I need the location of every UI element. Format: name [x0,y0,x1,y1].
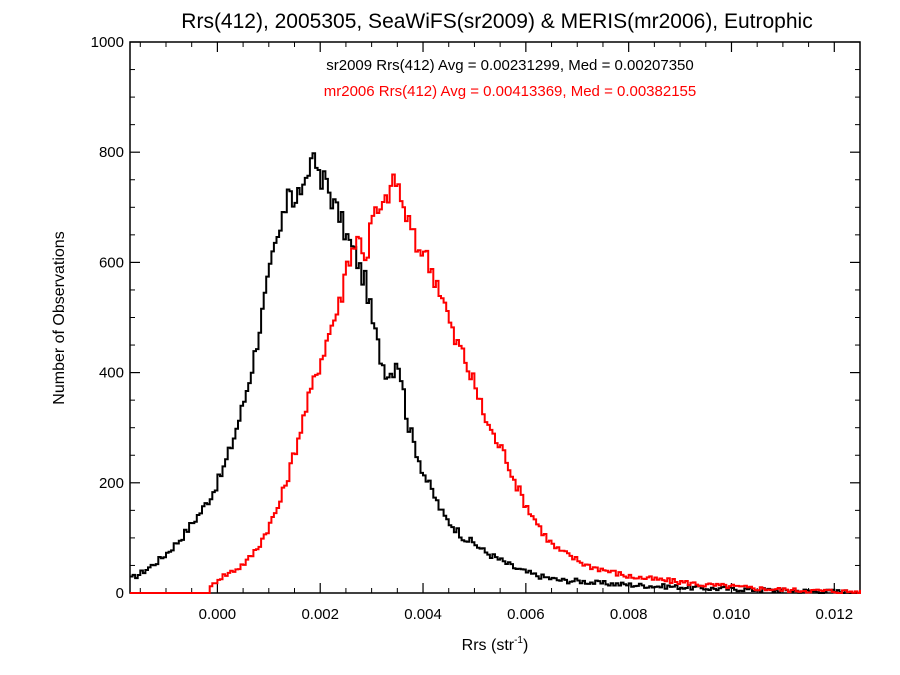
x-tick-label: 0.006 [507,606,545,623]
series-line-1 [130,152,860,594]
x-axis: 0.000 0.002 0.004 0.006 0.008 0.010 0.012 [139,42,861,623]
x-tick-label: 0.010 [713,606,751,623]
x-tick-label: 0.012 [816,606,854,623]
chart-title: Rrs(412), 2005305, SeaWiFS(sr2009) & MER… [181,10,812,33]
x-tick-label: 0.008 [610,606,648,623]
y-tick-label: 1000 [91,34,124,51]
y-tick-label: 600 [99,254,124,271]
y-axis: 0 200 400 600 800 1000 [91,34,860,602]
x-tick-label: 0.004 [404,606,442,623]
y-tick-label: 0 [116,585,124,602]
x-tick-label: 0.002 [301,606,339,623]
x-axis-label-superscript: -1 [514,635,523,646]
stats-annotation-2: mr2006 Rrs(412) Avg = 0.00413369, Med = … [324,83,697,100]
y-axis-label: Number of Observations [51,231,68,404]
x-axis-label: Rrs (str-1) [462,635,529,654]
stats-annotation-1: sr2009 Rrs(412) Avg = 0.00231299, Med = … [326,57,694,74]
x-tick-label: 0.000 [199,606,237,623]
series-layer [130,152,861,594]
y-tick-label: 400 [99,365,124,382]
y-tick-label: 200 [99,475,124,492]
series-line-2 [130,173,861,594]
plot-frame [129,41,861,594]
x-axis-label-close: ) [523,637,528,654]
y-tick-label: 800 [99,144,124,161]
x-axis-label-main: Rrs (str [462,637,515,654]
